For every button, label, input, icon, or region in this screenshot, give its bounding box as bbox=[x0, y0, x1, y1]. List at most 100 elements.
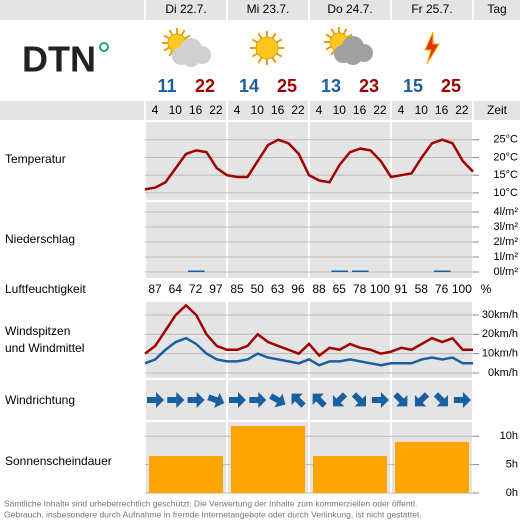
hour-label: 22 bbox=[209, 103, 223, 117]
wind-arrow bbox=[414, 392, 430, 407]
max-temp: 25 bbox=[441, 76, 461, 96]
sun-ray bbox=[251, 52, 258, 58]
hour-row-bg bbox=[228, 101, 308, 120]
zeit-bg bbox=[474, 101, 520, 120]
panel-bg bbox=[310, 122, 390, 200]
humidity-value: 58 bbox=[415, 282, 429, 296]
y-tick-label: 30km/h bbox=[482, 309, 518, 321]
cloud bbox=[344, 47, 362, 65]
day-name: Mi 23.7. bbox=[247, 2, 290, 16]
temperature-line bbox=[144, 138, 474, 191]
max-temp: 25 bbox=[277, 76, 297, 96]
row-label: Sonnenscheindauer bbox=[5, 454, 112, 468]
humidity-value: 78 bbox=[353, 282, 367, 296]
weather-icon bbox=[324, 27, 373, 65]
y-tick-label: 1l/m² bbox=[494, 251, 519, 263]
sun-ray bbox=[276, 52, 283, 58]
y-tick-label: 0h bbox=[506, 487, 518, 499]
humidity-value: 72 bbox=[189, 282, 203, 296]
footer-text: Gebrauch, insbesondere durch Aufnahme in… bbox=[4, 509, 422, 519]
precip-bar bbox=[331, 270, 348, 273]
row-label: Windspitzen bbox=[5, 324, 70, 338]
cloud bbox=[182, 49, 200, 67]
wind-line bbox=[144, 336, 473, 367]
humidity-value: 64 bbox=[169, 282, 183, 296]
sun-ray bbox=[163, 34, 170, 40]
row-label: Temperatur bbox=[5, 152, 66, 166]
sun-ray bbox=[251, 38, 258, 44]
panel-bg bbox=[310, 302, 390, 378]
day-header-bg bbox=[228, 0, 308, 20]
sun-ray bbox=[276, 38, 283, 44]
precip-bar bbox=[434, 270, 451, 273]
row-label: und Windmittel bbox=[5, 341, 84, 355]
panel-bg bbox=[228, 302, 308, 378]
hour-label: 22 bbox=[455, 103, 469, 117]
day-name: Di 22.7. bbox=[165, 2, 206, 16]
weather-icon bbox=[250, 31, 284, 65]
humidity-value: 88 bbox=[312, 282, 326, 296]
y-tick-label: 10h bbox=[500, 430, 518, 442]
hour-label: 4 bbox=[152, 103, 159, 117]
hour-label: 16 bbox=[189, 103, 203, 117]
left-head-bg bbox=[0, 0, 144, 20]
precip-bar bbox=[188, 270, 205, 273]
sun-ray bbox=[346, 33, 353, 39]
humidity-value: 91 bbox=[394, 282, 408, 296]
humidity-value: 100 bbox=[370, 282, 390, 296]
sun-ray bbox=[180, 29, 186, 36]
y-tick-label: 25°C bbox=[493, 134, 518, 146]
y-tick-label: 0km/h bbox=[488, 367, 518, 379]
lightning bbox=[424, 31, 440, 65]
hour-label: 10 bbox=[415, 103, 429, 117]
day-name: Do 24.7. bbox=[327, 2, 372, 16]
y-tick-label: 3l/m² bbox=[494, 221, 519, 233]
y-tick-label: 15°C bbox=[493, 169, 518, 181]
logo: DTN bbox=[22, 39, 96, 80]
min-temp: 11 bbox=[157, 76, 176, 96]
precip-bar bbox=[352, 270, 369, 273]
hour-row-bg bbox=[146, 101, 226, 120]
hour-row-bg bbox=[310, 101, 390, 120]
humidity-value: 100 bbox=[452, 282, 472, 296]
sun-ray bbox=[330, 49, 336, 56]
y-tick-label: 0l/m² bbox=[494, 266, 519, 278]
max-temp: 22 bbox=[195, 76, 215, 96]
humidity-unit: % bbox=[481, 282, 492, 296]
sun-ray bbox=[325, 45, 332, 51]
day-name: Fr 25.7. bbox=[411, 2, 452, 16]
wind-arrow bbox=[332, 392, 348, 407]
sun-ray bbox=[342, 28, 348, 35]
hour-label: 16 bbox=[353, 103, 367, 117]
zeit-label: Zeit bbox=[487, 103, 508, 117]
row-label: Windrichtung bbox=[5, 393, 75, 407]
sun-ray bbox=[271, 32, 277, 39]
panel-bg bbox=[228, 122, 308, 200]
wind-arrow bbox=[249, 392, 267, 408]
y-tick-label: 20°C bbox=[493, 151, 518, 163]
tag-label: Tag bbox=[487, 2, 506, 16]
min-temp: 14 bbox=[239, 76, 259, 96]
sunshine-bar bbox=[313, 456, 387, 493]
footer-text: Sämtliche Inhalte sind urheberrechtlich … bbox=[4, 498, 417, 508]
panel-bg bbox=[146, 122, 226, 200]
wind-arrow bbox=[453, 392, 471, 408]
weather-icon bbox=[162, 28, 211, 67]
wind-arrow bbox=[167, 392, 185, 408]
min-temp: 13 bbox=[321, 76, 341, 96]
row-label: Niederschlag bbox=[5, 232, 75, 246]
humidity-value: 97 bbox=[209, 282, 223, 296]
panel-bg bbox=[310, 202, 390, 278]
y-tick-label: 10°C bbox=[493, 187, 518, 199]
wind-arrow bbox=[147, 392, 164, 408]
wind-arrow bbox=[371, 392, 389, 408]
humidity-value: 96 bbox=[291, 282, 305, 296]
sun-ray bbox=[325, 33, 332, 39]
panel-bg bbox=[392, 202, 472, 278]
humidity-value: 85 bbox=[230, 282, 244, 296]
wind-arrow bbox=[393, 392, 408, 407]
hour-label: 22 bbox=[373, 103, 387, 117]
humidity-value: 50 bbox=[251, 282, 265, 296]
logo-dot bbox=[99, 42, 109, 52]
left-hour-bg bbox=[0, 101, 144, 120]
